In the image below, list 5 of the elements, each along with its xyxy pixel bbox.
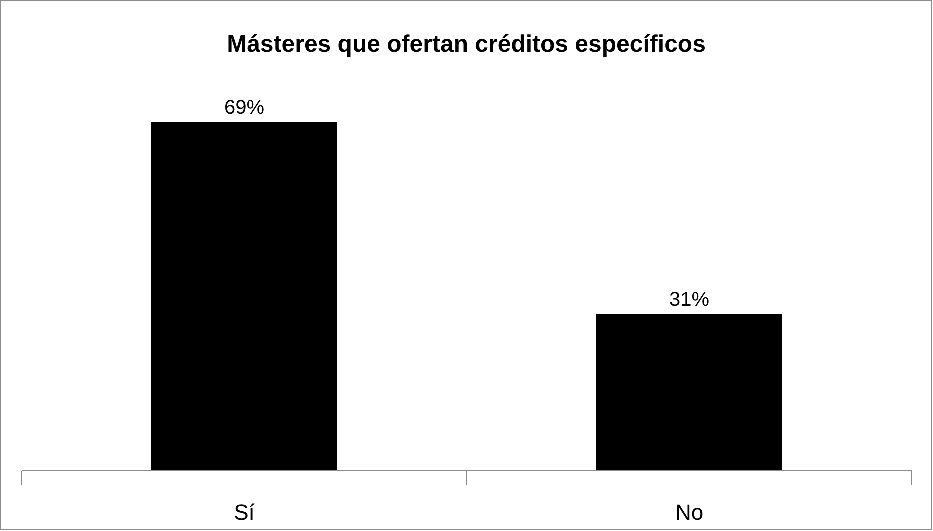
data-label: 69%: [224, 97, 265, 119]
data-label: 31%: [669, 289, 710, 312]
x-tick-label: Sí: [234, 500, 255, 525]
x-tick-label: No: [675, 500, 704, 525]
chart-title: Másteres que ofertan créditos específicos: [227, 31, 706, 58]
